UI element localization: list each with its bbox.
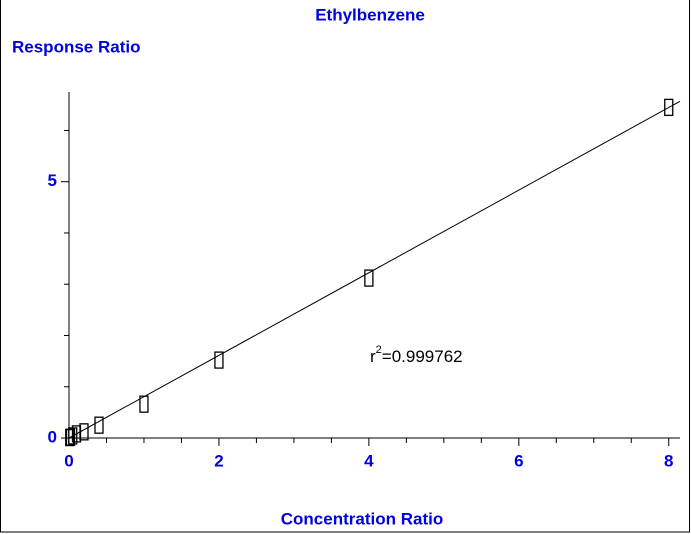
point <box>364 269 374 287</box>
point <box>94 416 104 434</box>
x-tick-label: 4 <box>364 451 374 470</box>
point <box>79 423 89 441</box>
annotation: r2=0.999762 <box>370 344 463 366</box>
point <box>664 98 674 117</box>
chart-title: Ethylbenzene <box>315 5 425 24</box>
fit-line <box>68 100 681 439</box>
point <box>214 351 224 369</box>
x-tick-label: 6 <box>514 451 523 470</box>
y-tick-label: 5 <box>48 171 57 190</box>
annotation-text: =0.999762 <box>382 347 463 366</box>
x-axis-title: Concentration Ratio <box>281 509 443 528</box>
annotation-sup: 2 <box>376 344 382 356</box>
point <box>139 395 149 413</box>
point <box>65 428 76 446</box>
y-axis-title: Response Ratio <box>12 37 140 56</box>
x-tick-label: 0 <box>64 451 73 470</box>
x-tick-label: 8 <box>664 451 673 470</box>
x-tick-label: 2 <box>214 451 223 470</box>
y-tick-label: 0 <box>48 427 57 446</box>
annotation-base: r <box>370 347 376 366</box>
